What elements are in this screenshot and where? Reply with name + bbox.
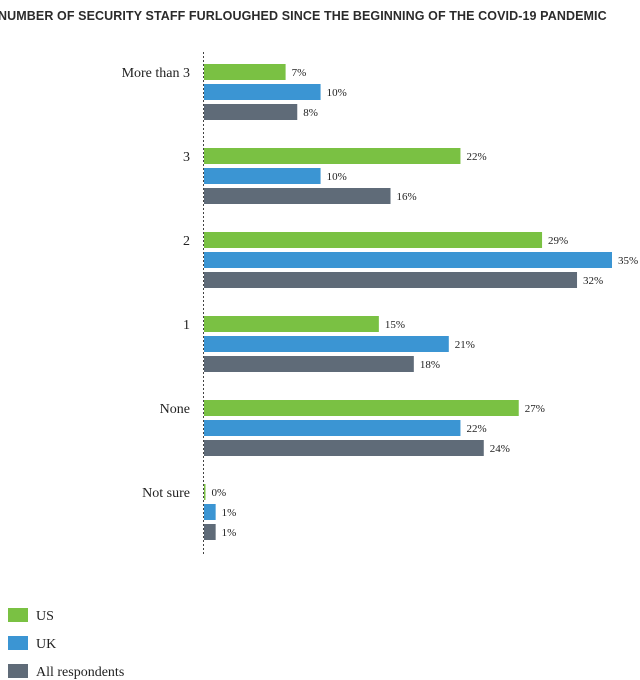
bar-us-3	[204, 148, 461, 164]
chart-title: NUMBER OF SECURITY STAFF FURLOUGHED SINC…	[0, 9, 607, 23]
value-label-all-respondents-more-than-3: 8%	[303, 107, 318, 119]
legend-swatch-all-respondents	[8, 664, 28, 678]
legend-label-all-respondents: All respondents	[36, 665, 124, 680]
bar-us-more-than-3	[204, 64, 286, 80]
bar-us-none	[204, 400, 519, 416]
value-label-us-3: 22%	[466, 151, 486, 163]
value-label-us-more-than-3: 7%	[292, 67, 307, 79]
value-label-all-respondents-2: 32%	[583, 275, 603, 287]
value-label-us-not-sure: 0%	[212, 487, 227, 499]
value-label-us-2: 29%	[548, 235, 568, 247]
bar-uk-3	[204, 168, 321, 184]
bar-uk-not-sure	[204, 504, 216, 520]
category-label-1: 1	[183, 318, 190, 333]
bar-us-1	[204, 316, 379, 332]
bars: More than 3 7% 10% 8% 3 22% 10% 16% 2 29% 35% 32% 1 1…	[122, 64, 638, 540]
value-label-uk-2: 35%	[618, 255, 638, 267]
legend-label-us: US	[36, 609, 54, 624]
bar-us-2	[204, 232, 543, 248]
value-label-uk-more-than-3: 10%	[327, 87, 347, 99]
category-label-2: 2	[183, 234, 190, 249]
bar-uk-none	[204, 420, 461, 436]
legend-label-uk: UK	[36, 637, 56, 652]
bar-uk-more-than-3	[204, 84, 321, 100]
bar-all-respondents-not-sure	[204, 524, 216, 540]
category-label-none: None	[160, 402, 190, 417]
value-label-all-respondents-3: 16%	[397, 191, 417, 203]
bar-all-respondents-2	[204, 272, 578, 288]
value-label-us-1: 15%	[385, 319, 405, 331]
category-label-more-than-3: More than 3	[122, 66, 190, 81]
bar-all-respondents-3	[204, 188, 391, 204]
legend: US UK All respondents	[8, 608, 124, 680]
category-label-not-sure: Not sure	[142, 486, 190, 501]
value-label-uk-1: 21%	[455, 339, 475, 351]
bar-all-respondents-1	[204, 356, 414, 372]
value-label-all-respondents-not-sure: 1%	[222, 527, 237, 539]
value-label-us-none: 27%	[525, 403, 545, 415]
value-label-uk-3: 10%	[327, 171, 347, 183]
legend-swatch-us	[8, 608, 28, 622]
legend-swatch-uk	[8, 636, 28, 650]
bar-uk-2	[204, 252, 612, 268]
bar-us-not-sure	[204, 484, 206, 500]
value-label-all-respondents-none: 24%	[490, 443, 510, 455]
value-label-uk-not-sure: 1%	[222, 507, 237, 519]
bar-uk-1	[204, 336, 449, 352]
bar-all-respondents-none	[204, 440, 484, 456]
value-label-uk-none: 22%	[466, 423, 486, 435]
value-label-all-respondents-1: 18%	[420, 359, 440, 371]
bar-all-respondents-more-than-3	[204, 104, 298, 120]
category-label-3: 3	[183, 150, 190, 165]
